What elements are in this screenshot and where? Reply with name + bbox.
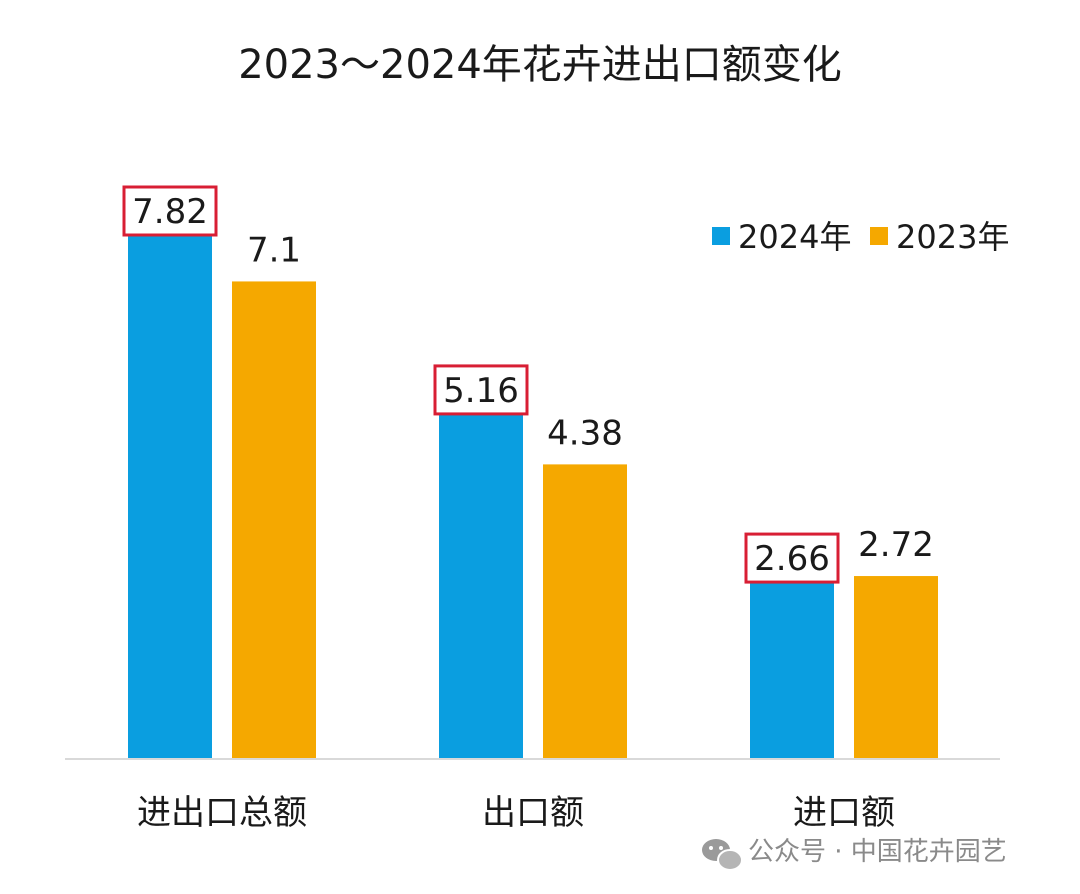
bar-previous-1 bbox=[232, 281, 316, 759]
data-label-current-1: 7.82 bbox=[132, 192, 208, 232]
bar-current-1 bbox=[128, 233, 212, 759]
bar-previous-3 bbox=[854, 576, 938, 759]
watermark: 公众号 · 中国花卉园艺 bbox=[702, 837, 1007, 871]
data-label-previous-2: 4.38 bbox=[547, 413, 623, 453]
chart-title: 2023～2024年花卉进出口额变化 bbox=[238, 42, 842, 88]
category-label-3: 进口额 bbox=[793, 793, 895, 833]
category-label-1: 进出口总额 bbox=[137, 793, 307, 833]
legend-label-1: 2024年 bbox=[738, 218, 851, 256]
legend-label-2: 2023年 bbox=[896, 218, 1009, 256]
data-label-current-3: 2.66 bbox=[754, 539, 830, 579]
bar-current-3 bbox=[750, 580, 834, 759]
highlight-box-2 bbox=[433, 364, 529, 416]
legend-swatch-1 bbox=[712, 227, 730, 245]
legend-swatch-2 bbox=[870, 227, 888, 245]
highlight-box-1 bbox=[122, 185, 218, 237]
watermark-text: 公众号 · 中国花卉园艺 bbox=[748, 837, 1007, 867]
data-label-previous-3: 2.72 bbox=[858, 525, 934, 565]
bar-previous-2 bbox=[543, 464, 627, 759]
highlight-box-3 bbox=[744, 532, 840, 584]
wechat-icon bbox=[702, 839, 743, 871]
legend: 2024年 2023年 bbox=[712, 218, 1009, 256]
data-label-previous-1: 7.1 bbox=[247, 230, 301, 270]
bars-layer: 7.82 7.1 进出口总额 5.16 4.38 出口额 2.66 2.72 进口额 bbox=[122, 185, 938, 833]
category-label-2: 出口额 bbox=[482, 793, 584, 833]
data-label-current-2: 5.16 bbox=[443, 371, 519, 411]
bar-current-2 bbox=[439, 411, 523, 759]
